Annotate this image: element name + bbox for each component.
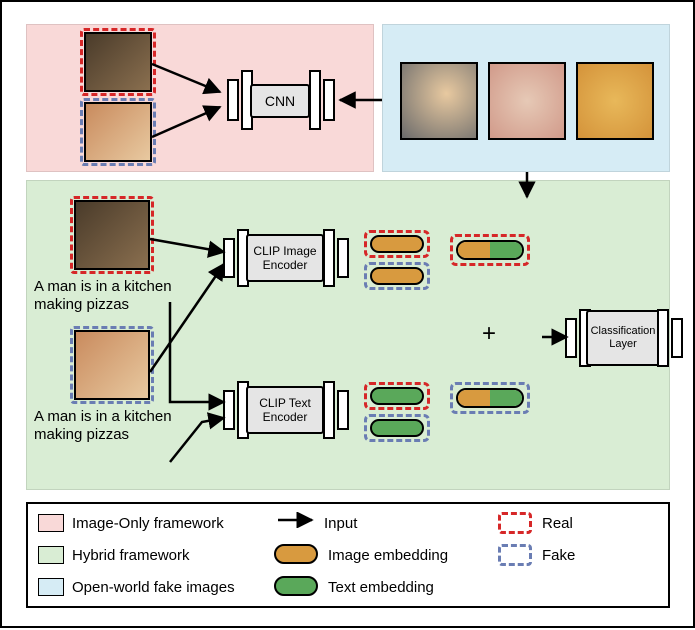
caption-2: A man is in a kitchen making pizzas [34, 408, 206, 444]
openworld-thumb-2 [488, 62, 566, 140]
legend-box: Image-Only framework Hybrid framework Op… [26, 502, 670, 608]
pill-text-emb-1 [370, 387, 424, 405]
legend-fake: Fake [542, 547, 575, 564]
hybrid-thumb-fake [74, 330, 150, 400]
legend-fake-dash [498, 544, 532, 566]
legend-text-emb: Text embedding [328, 579, 434, 596]
legend-input: Input [324, 515, 357, 532]
legend-real: Real [542, 515, 573, 532]
hybrid-thumb-real [74, 200, 150, 270]
legend-pill-image [274, 544, 318, 564]
swatch-image-only [38, 514, 64, 532]
clip-text-encoder: CLIP Text Encoder [246, 386, 324, 434]
legend-pill-text [274, 576, 318, 596]
thumb-real-top [84, 32, 152, 92]
pill-image-emb-2 [370, 267, 424, 285]
legend-arrow-icon [276, 512, 316, 528]
combined-pill-fake [456, 388, 524, 408]
caption-1: A man is in a kitchen making pizzas [34, 278, 206, 314]
legend-open-world: Open-world fake images [72, 579, 235, 596]
swatch-open-world [38, 578, 64, 596]
combined-pill-real [456, 240, 524, 260]
plus-symbol: + [482, 320, 496, 348]
classification-layer: Classification Layer [586, 310, 660, 366]
bars-cnn-right [309, 70, 335, 130]
pill-image-emb-1 [370, 235, 424, 253]
bars-clip-txt-right [323, 381, 349, 439]
clip-image-encoder: CLIP Image Encoder [246, 234, 324, 282]
thumb-fake-top [84, 102, 152, 162]
swatch-hybrid [38, 546, 64, 564]
openworld-thumb-1 [400, 62, 478, 140]
legend-real-dash [498, 512, 532, 534]
bars-cls-right [657, 309, 683, 367]
legend-image-emb: Image embedding [328, 547, 448, 564]
cnn-block: CNN [250, 84, 310, 118]
legend-image-only: Image-Only framework [72, 515, 224, 532]
pill-text-emb-2 [370, 419, 424, 437]
legend-hybrid: Hybrid framework [72, 547, 190, 564]
bars-clip-img-right [323, 229, 349, 287]
openworld-thumb-3 [576, 62, 654, 140]
